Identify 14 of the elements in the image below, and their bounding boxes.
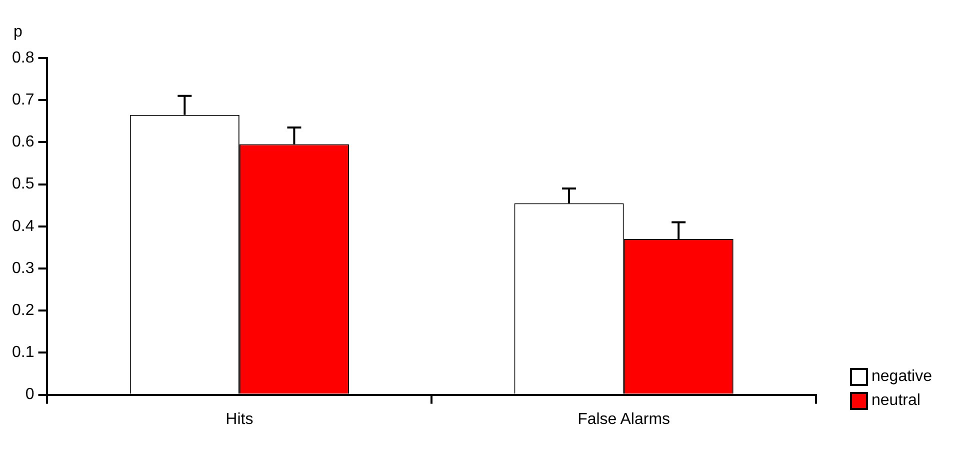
y-tick-label: 0.6 — [12, 134, 34, 151]
y-tick-label: 0.7 — [12, 92, 34, 109]
x-tick-label: Hits — [226, 410, 254, 428]
text: negative — [872, 368, 932, 386]
y-tick-label: 0.3 — [12, 260, 34, 277]
y-tick-label: 0.8 — [12, 49, 34, 66]
y-tick-label: 0.2 — [12, 302, 34, 320]
y-tick-label: 0.4 — [12, 218, 34, 235]
legend-label: neutral — [872, 392, 920, 410]
y-tick-label: 0.5 — [12, 176, 34, 193]
y-axis-title: p — [14, 23, 23, 40]
x-tick-label: False Alarms — [578, 410, 670, 428]
y-tick-label: 0 — [25, 386, 34, 404]
y-tick-label: 0.1 — [12, 344, 34, 362]
